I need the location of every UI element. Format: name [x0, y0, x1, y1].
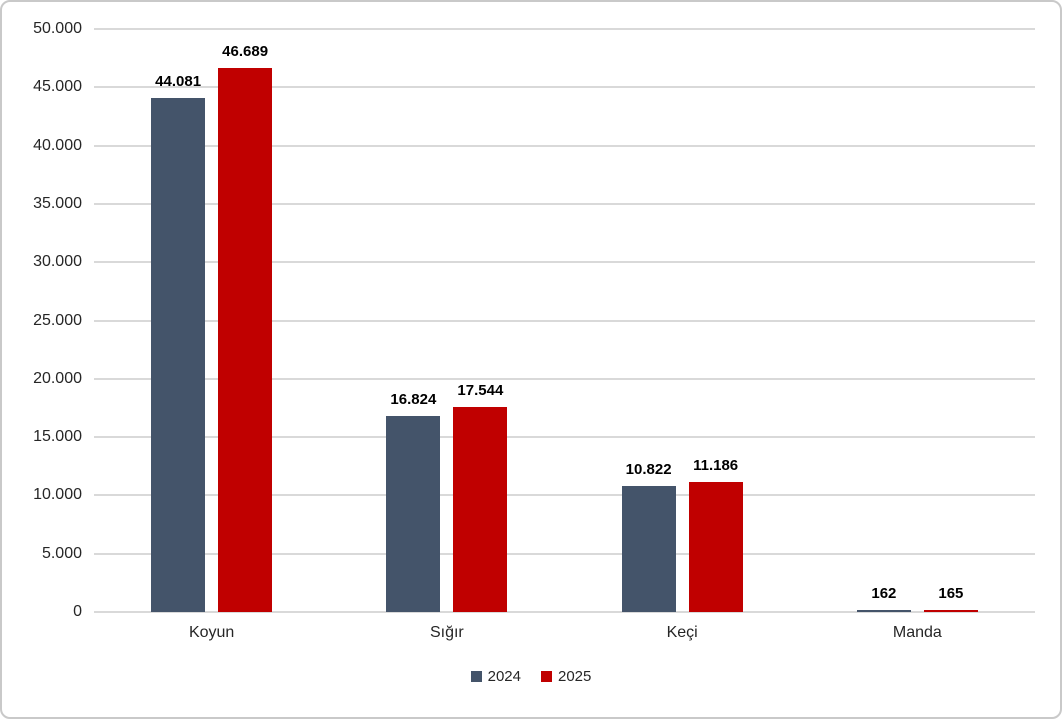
gridline [94, 144, 1035, 147]
bar-2025-keçi [688, 482, 743, 612]
bar-value-label: 44.081 [155, 73, 202, 90]
x-axis-category-label: Keçi [666, 624, 698, 641]
bar-value-label: 165 [938, 585, 964, 602]
bar-2024-manda [856, 610, 911, 612]
x-axis-category-label: Koyun [188, 624, 235, 641]
y-axis-tick-label: 40.000 [33, 136, 82, 154]
legend-label: 2025 [558, 668, 592, 685]
bar-group-manda: 162 165 [856, 29, 978, 612]
y-axis-tick-label: 30.000 [33, 253, 82, 271]
bar-value-label: 11.186 [693, 457, 739, 474]
bar-2025-koyun [218, 68, 273, 612]
legend-swatch-icon [541, 671, 552, 682]
y-axis-tick-label: 10.000 [33, 486, 82, 504]
bar-group-sığır: 16.824 17.544 [386, 29, 508, 612]
gridline [94, 28, 1035, 30]
bar-2024-keçi [621, 486, 676, 612]
gridline [94, 202, 1035, 205]
bar-value-label: 46.689 [222, 43, 269, 60]
plot-area: 44.081 46.689 16.824 17.544 10.822 11.186 162 1… [94, 28, 1035, 613]
legend-item-2024: 2024 [470, 668, 521, 685]
y-axis-tick-label: 50.000 [33, 20, 82, 37]
y-axis-tick-label: 35.000 [33, 194, 82, 212]
bar-group-koyun: 44.081 46.689 [151, 29, 273, 612]
gridline [94, 436, 1035, 439]
y-axis-tick-label: 20.000 [33, 369, 82, 387]
legend-item-2025: 2025 [541, 668, 591, 685]
gridline [94, 261, 1035, 264]
legend-label: 2024 [487, 668, 521, 685]
bar-value-label: 10.822 [625, 461, 672, 478]
gridline [94, 319, 1035, 322]
y-axis-tick-label: 25.000 [33, 311, 82, 329]
bar-group-keçi: 10.822 11.186 [621, 29, 743, 612]
gridline [94, 552, 1035, 555]
legend: 2024 2025 [2, 668, 1060, 685]
legend-swatch-icon [470, 671, 482, 682]
bar-value-label: 162 [871, 585, 897, 602]
y-axis-tick-label: 15.000 [33, 428, 82, 446]
x-axis-category-label: Manda [892, 624, 942, 641]
bar-2024-sığır [386, 416, 441, 612]
bar-2024-koyun [151, 98, 206, 612]
y-axis-tick-label: 0 [73, 603, 82, 620]
bar-value-label: 16.824 [390, 391, 437, 408]
gridline [94, 611, 1035, 613]
bar-2025-manda [923, 610, 978, 612]
y-axis-tick-label: 5.000 [41, 544, 82, 562]
bar-2025-sığır [453, 407, 508, 612]
y-axis-tick-label: 45.000 [33, 78, 82, 96]
x-axis-category-label: Sığır [429, 624, 464, 641]
gridline [94, 494, 1035, 497]
bar-value-label: 17.544 [457, 382, 504, 399]
gridline [94, 377, 1035, 380]
gridline [94, 86, 1035, 89]
